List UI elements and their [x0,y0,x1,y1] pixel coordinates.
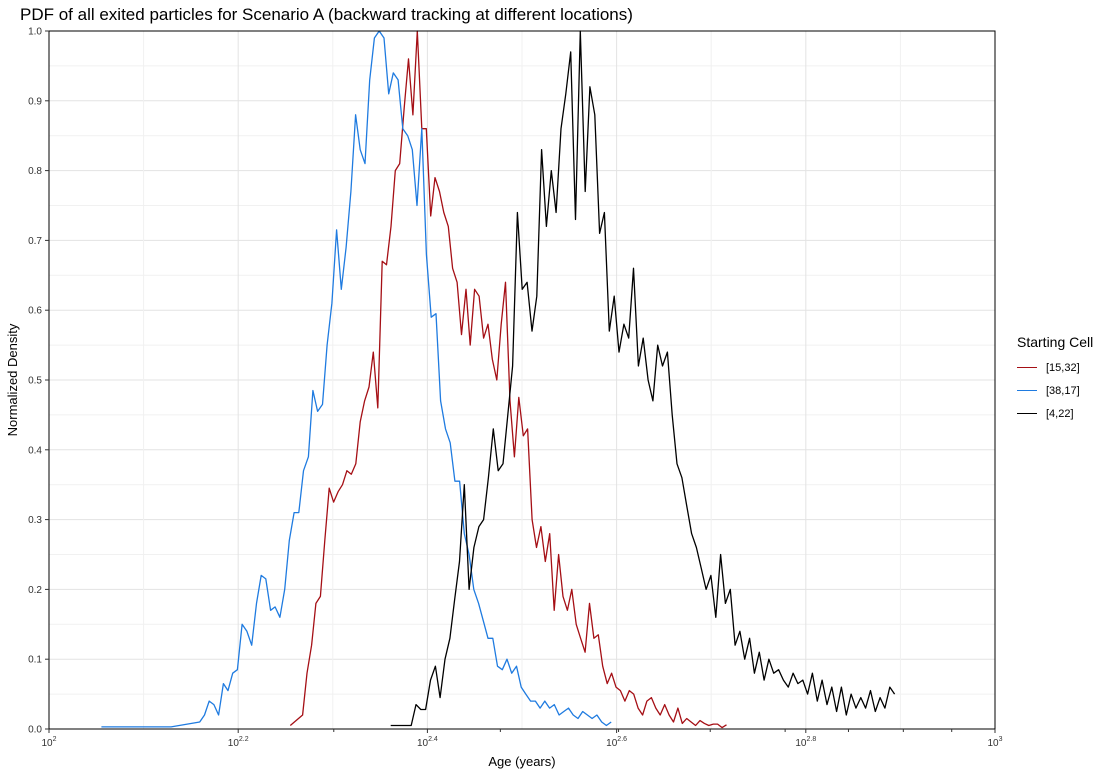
legend-label-15-32: [15,32] [1046,361,1080,374]
y-tick-label: 0.9 [28,96,42,107]
legend-label-4-22: [4,22] [1046,407,1074,420]
y-tick-label: 0.4 [28,445,42,456]
legend-item-15-32: [15,32] [1017,356,1093,379]
chart-title: PDF of all exited particles for Scenario… [20,5,633,24]
series-line-38-17 [101,30,612,728]
y-tick-label: 0.6 [28,306,42,317]
legend-label-38-17: [38,17] [1046,384,1080,397]
x-tick-label: 102.6 [606,736,627,749]
y-tick-label: 0.2 [28,585,42,596]
x-tick-label: 102.2 [228,736,249,749]
y-tick-label: 0.8 [28,166,42,177]
axis-layer: 0.0 0.1 0.2 0.3 0.4 0.5 0.6 0.7 0.8 0.9 1.0 102 102.… [28,27,1003,750]
y-tick-label: 1.0 [28,27,42,38]
grid-layer [48,30,996,730]
legend-item-38-17: [38,17] [1017,379,1093,402]
legend-key-15-32 [1017,367,1037,368]
x-tick-label: 102.8 [795,736,816,749]
x-tick-label: 103 [987,736,1002,749]
legend: Starting Cell [15,32] [38,17] [4,22] [1017,334,1093,425]
series-line-4-22 [390,30,896,727]
x-tick-label: 102.4 [417,736,438,749]
y-tick-label: 0.5 [28,376,42,387]
legend-title: Starting Cell [1017,334,1094,350]
legend-key-4-22 [1017,413,1037,414]
y-tick-label: 0.7 [28,236,42,247]
x-axis-title: Age (years) [488,754,555,769]
y-axis-title: Normalized Density [5,323,20,436]
legend-key-38-17 [1017,390,1037,391]
series-layer [101,30,896,729]
x-tick-label: 102 [41,736,56,749]
legend-item-4-22: [4,22] [1017,402,1093,425]
series-line-15-32 [289,30,727,729]
y-tick-label: 0.0 [28,725,42,736]
y-tick-label: 0.3 [28,515,42,526]
y-tick-label: 0.1 [28,655,42,666]
